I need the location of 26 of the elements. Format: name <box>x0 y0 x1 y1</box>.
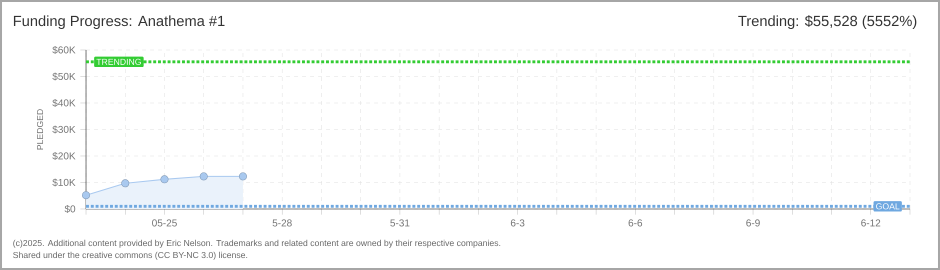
point <box>82 191 90 200</box>
text: Shared under the creative commons (CC BY-NC 3.0) license. <box>13 252 248 260</box>
x-tick-label: 6-9 <box>746 219 760 226</box>
point <box>160 175 168 184</box>
point <box>200 172 208 180</box>
y-tick-label: $60K <box>52 46 76 54</box>
y-tick-label: $30K <box>52 125 76 134</box>
chart-title: Funding Progress: Anathema #1 <box>14 15 224 30</box>
x-tick-label: 05-25 <box>152 219 177 226</box>
x-tick-label: 6-3 <box>510 219 524 226</box>
x-tick-label: 6-6 <box>628 219 642 226</box>
x-tick-label: 5-28 <box>272 219 292 226</box>
y-tick-label: $10K <box>52 178 76 187</box>
text: (c)2025. Additional content provided by Eric Nelson. Trademarks and related content are owned by their respective companies. <box>13 240 500 248</box>
y-tick-label: $0 <box>64 204 76 214</box>
ref-line-label: TRENDING <box>96 58 141 65</box>
y-tick-label: $40K <box>52 98 76 108</box>
point <box>238 172 247 180</box>
point <box>121 179 130 188</box>
ref-line-label: GOAL <box>876 203 900 210</box>
y-tick-label: $50K <box>52 72 76 81</box>
x-tick-label: 5-31 <box>390 219 410 226</box>
chart-subtitle: Trending: $55,528 (5552%) <box>738 15 916 30</box>
y-tick-label: $20K <box>52 152 76 160</box>
x-tick-label: 6-12 <box>861 219 880 226</box>
y-axis-title: PLEDGED <box>36 109 44 150</box>
